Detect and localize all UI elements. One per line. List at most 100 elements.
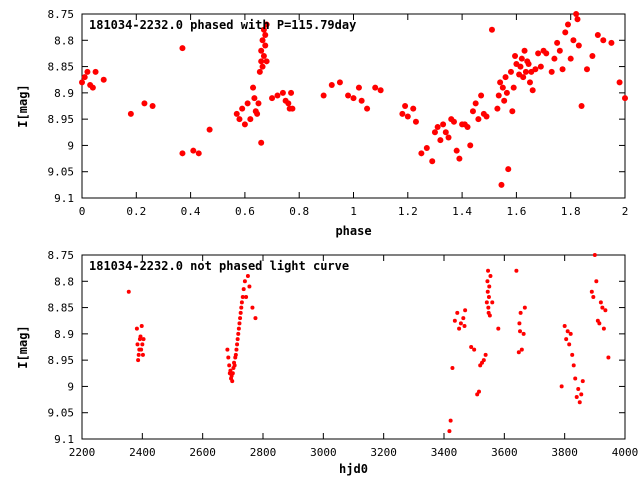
data-point <box>279 89 286 96</box>
data-point <box>140 342 145 347</box>
data-point <box>404 113 411 120</box>
data-point <box>412 118 419 125</box>
data-point <box>350 95 357 102</box>
data-point <box>253 316 258 321</box>
data-point <box>483 113 490 120</box>
data-point <box>79 79 85 86</box>
x-tick-label: 1.6 <box>506 205 526 218</box>
data-point <box>488 274 493 279</box>
data-point <box>442 129 449 136</box>
data-point <box>601 326 606 331</box>
x-tick-label: 2400 <box>129 446 156 459</box>
data-point <box>149 103 156 109</box>
data-point <box>570 352 575 357</box>
y-tick-label: 8.8 <box>54 275 74 288</box>
data-point <box>269 95 276 102</box>
data-point <box>138 334 143 339</box>
x-tick-label: 3000 <box>310 446 337 459</box>
data-point <box>490 300 495 305</box>
data-point <box>127 110 134 117</box>
data-point <box>486 305 491 310</box>
data-point <box>488 26 495 33</box>
data-point <box>136 358 141 363</box>
data-point <box>259 63 266 70</box>
data-point <box>535 50 542 57</box>
y-tick-label: 8.8 <box>54 34 74 47</box>
data-point <box>245 274 250 279</box>
data-point <box>616 79 623 86</box>
data-point <box>481 358 486 363</box>
data-point <box>141 100 148 107</box>
data-point <box>573 376 578 381</box>
data-point <box>452 318 457 323</box>
data-point <box>579 392 584 397</box>
data-point <box>576 387 581 392</box>
data-point <box>236 331 241 336</box>
data-point <box>562 323 567 328</box>
data-point <box>456 155 463 162</box>
y-tick-label: 9.1 <box>54 433 74 446</box>
data-point <box>230 379 235 384</box>
data-point <box>139 347 144 352</box>
data-point <box>600 305 605 310</box>
y-tick-label: 8.95 <box>48 354 75 367</box>
data-point <box>597 321 602 326</box>
data-point <box>410 105 417 112</box>
data-point <box>608 39 615 46</box>
plot-frame <box>81 254 626 440</box>
data-point <box>236 116 243 123</box>
data-point <box>472 100 479 107</box>
data-point <box>250 84 257 91</box>
data-point <box>288 89 295 96</box>
x-tick-label: 0.8 <box>289 205 309 218</box>
data-point <box>509 108 516 115</box>
x-axis-label: phase <box>335 224 371 238</box>
data-point <box>445 134 452 141</box>
data-point <box>244 295 249 300</box>
data-point <box>485 279 490 284</box>
data-point <box>431 129 438 136</box>
data-point <box>242 279 247 284</box>
data-point <box>289 105 296 112</box>
data-point <box>487 284 492 289</box>
data-point <box>258 58 265 65</box>
x-tick-label: 0 <box>79 205 86 218</box>
data-point <box>134 326 139 331</box>
data-point <box>495 92 502 99</box>
data-point <box>510 84 517 91</box>
x-tick-label: 0.4 <box>181 205 201 218</box>
data-point <box>228 368 233 373</box>
data-point <box>574 394 579 399</box>
data-point <box>483 352 488 357</box>
data-point <box>434 124 441 131</box>
data-point <box>84 68 91 75</box>
plot-frame <box>81 13 626 199</box>
x-tick-label: 2600 <box>189 446 216 459</box>
chart-title: 181034-2232.0 phased with P=115.79day <box>89 18 356 32</box>
data-point <box>574 16 581 23</box>
chart-title: 181034-2232.0 not phased light curve <box>89 259 349 273</box>
data-point <box>254 110 261 117</box>
y-tick-label: 8.9 <box>54 87 74 100</box>
data-point <box>239 105 246 112</box>
y-axis: 8.75 8.8 8.85 8.9 8.95 9 9.05 9.1 <box>48 249 625 446</box>
data-point <box>241 121 248 128</box>
data-point <box>263 21 270 28</box>
data-point <box>244 100 251 107</box>
data-point <box>521 331 526 336</box>
data-point <box>238 310 243 315</box>
y-axis-label: I[mag] <box>16 325 30 368</box>
data-point <box>135 342 140 347</box>
data-point <box>260 53 267 60</box>
data-point <box>233 110 240 117</box>
data-point <box>522 305 527 310</box>
data-point <box>484 300 489 305</box>
data-point <box>235 337 240 342</box>
data-point <box>429 158 436 165</box>
data-point <box>448 418 453 423</box>
x-tick-label: 1.8 <box>561 205 581 218</box>
data-point <box>519 347 524 352</box>
data-point <box>259 37 266 44</box>
